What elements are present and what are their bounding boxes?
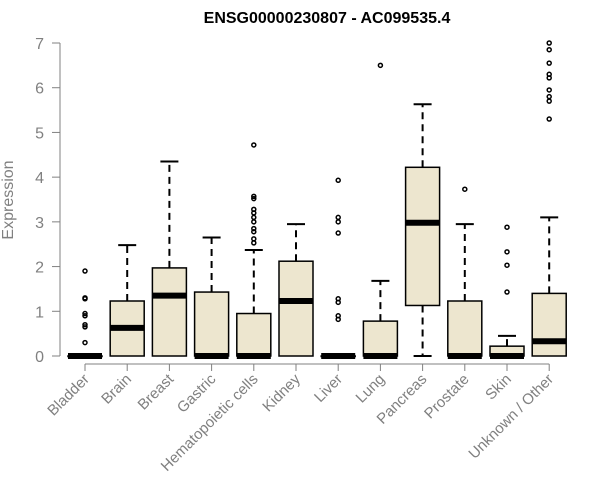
x-tick-label: Liver <box>311 371 346 406</box>
box-body <box>278 260 314 357</box>
box-11 <box>489 224 525 359</box>
y-axis-title: Expression <box>0 160 17 239</box>
box-5 <box>236 142 272 359</box>
outlier-point <box>504 249 510 255</box>
outlier-point <box>546 87 552 93</box>
box-6 <box>278 223 314 357</box>
box-series <box>67 40 567 359</box>
box-8 <box>362 62 399 359</box>
outlier-point <box>251 219 257 225</box>
x-tick-label: Prostate <box>421 371 473 423</box>
x-tick-label: Lung <box>353 371 389 407</box>
x-tick-label: Kidney <box>259 370 304 415</box>
outlier-point <box>82 296 88 302</box>
box-body <box>193 291 230 357</box>
y-tick-label: 7 <box>35 36 44 53</box>
outlier-point <box>504 262 510 268</box>
outlier-point <box>251 210 257 216</box>
box-body <box>151 267 188 357</box>
outlier-point <box>546 60 552 66</box>
box-body <box>531 292 567 357</box>
outlier-point <box>546 46 552 53</box>
box-9 <box>404 103 441 357</box>
y-tick-label: 0 <box>35 349 44 366</box>
outlier-point <box>82 268 88 274</box>
outlier-point <box>546 98 552 104</box>
box-12 <box>531 40 567 357</box>
box-body <box>447 300 483 357</box>
outlier-point <box>546 40 552 46</box>
outlier-point <box>251 195 257 202</box>
outlier-point <box>82 339 88 346</box>
outlier-point <box>82 321 88 328</box>
box-1 <box>67 268 103 359</box>
y-tick-label: 3 <box>35 215 44 232</box>
outlier-point <box>251 240 257 246</box>
y-tick-label: 2 <box>35 260 44 277</box>
outlier-point <box>504 289 510 295</box>
box-3 <box>151 160 188 357</box>
box-7 <box>320 177 356 359</box>
chart-title: ENSG00000230807 - AC099535.4 <box>204 10 451 27</box>
y-tick-label: 4 <box>35 170 44 187</box>
y-axis: 0 1 2 3 4 5 6 7 <box>35 36 61 366</box>
outlier-point <box>504 224 510 230</box>
outlier-point <box>335 214 341 221</box>
outlier-point <box>251 225 257 232</box>
outlier-point <box>546 93 552 100</box>
outlier-point <box>377 62 384 69</box>
outlier-point <box>251 228 257 235</box>
outlier-point <box>251 214 257 221</box>
outlier-point <box>335 219 341 225</box>
x-tick-label: Bladder <box>44 371 93 420</box>
outlier-point <box>251 193 257 200</box>
x-tick-label: Skin <box>482 371 515 404</box>
outlier-point <box>546 116 552 122</box>
y-tick-label: 6 <box>35 81 44 98</box>
x-tick-label: Brain <box>98 371 135 408</box>
outlier-point <box>335 299 341 306</box>
y-tick-label: 1 <box>35 304 44 321</box>
box-body <box>404 166 441 307</box>
box-body <box>362 320 399 357</box>
outlier-point <box>82 310 88 317</box>
outlier-point <box>335 316 341 323</box>
outlier-point <box>82 313 88 319</box>
box-4 <box>193 236 230 359</box>
outlier-point <box>335 177 341 184</box>
box-body <box>236 312 272 357</box>
outlier-point <box>546 75 552 81</box>
box-10 <box>447 186 483 359</box>
outlier-point <box>251 142 257 148</box>
y-tick-label: 5 <box>35 125 44 142</box>
outlier-point <box>82 324 88 330</box>
box-2 <box>109 244 145 357</box>
x-tick-label: Breast <box>135 370 178 413</box>
outlier-point <box>462 186 468 192</box>
outlier-point <box>335 230 341 236</box>
